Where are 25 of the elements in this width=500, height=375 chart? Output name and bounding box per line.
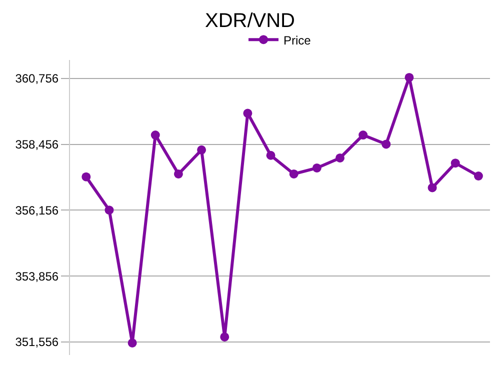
point	[450, 158, 460, 168]
chart-title: XDR/VND	[204, 10, 296, 32]
point	[289, 169, 298, 178]
y-tick-label: 360,756	[15, 72, 59, 86]
point	[428, 183, 437, 192]
y-tick-label: 356,156	[15, 203, 59, 218]
point	[404, 72, 414, 82]
point	[382, 140, 391, 149]
y-tick-label: 358,456	[15, 138, 59, 152]
point	[243, 108, 252, 118]
point	[128, 338, 137, 348]
point	[174, 169, 183, 178]
point	[266, 150, 276, 160]
point	[197, 145, 206, 154]
point	[104, 206, 114, 215]
point	[358, 130, 368, 140]
y-tick-label: 353,856	[15, 269, 59, 284]
point	[150, 130, 160, 140]
legend-label: Price	[284, 33, 312, 48]
point	[312, 163, 322, 172]
point	[220, 332, 230, 342]
point	[82, 172, 91, 182]
point	[474, 172, 483, 180]
point	[336, 153, 344, 162]
y-tick-label: 351,556	[15, 335, 59, 350]
